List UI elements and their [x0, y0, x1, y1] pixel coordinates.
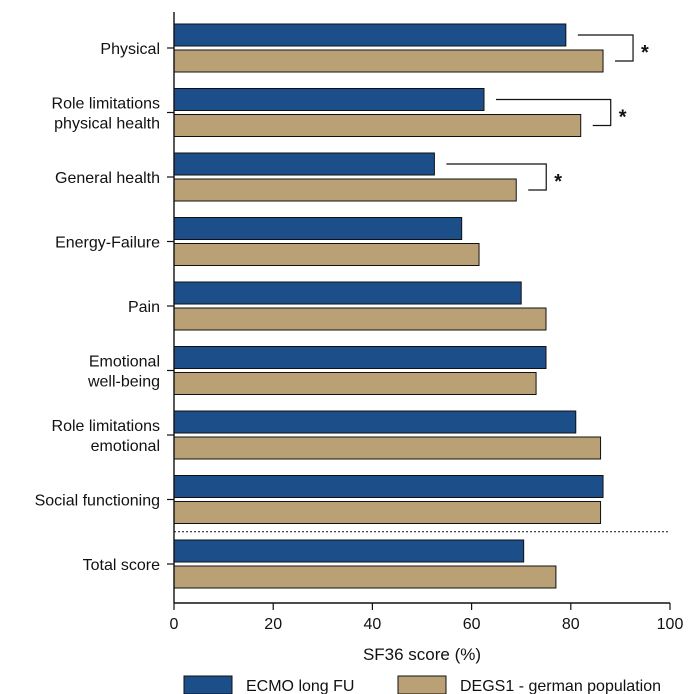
category-label: Physical	[100, 41, 160, 58]
bar-degs1-8	[173, 565, 557, 589]
bar-degs1-0	[173, 49, 604, 73]
bar-ecmo-0	[173, 23, 567, 47]
bar-ecmo-3	[173, 217, 463, 240]
bar-ecmo-2	[173, 152, 435, 176]
significance-bracket	[446, 163, 547, 191]
category-label: Emotional	[89, 354, 160, 371]
x-tick-label: 80	[562, 616, 580, 633]
legend-label-ecmo: ECMO long FU	[246, 678, 354, 694]
x-tick-label: 40	[364, 616, 382, 633]
bar-ecmo-7	[173, 475, 604, 498]
category-label: Role limitations	[52, 418, 160, 435]
significance-bracket	[577, 34, 634, 62]
bar-ecmo-8	[173, 539, 525, 563]
category-label: Energy-Failure	[55, 235, 160, 252]
bar-degs1-1	[173, 114, 582, 137]
bars-layer	[173, 23, 604, 589]
bar-degs1-3	[173, 243, 480, 266]
bar-ecmo-1	[173, 88, 485, 111]
category-labels: Physical Role limitations physical health G…	[35, 41, 161, 574]
legend-swatch-ecmo	[183, 675, 233, 694]
x-axis-ticks: 0 20 40 60 80 100	[170, 603, 684, 633]
x-tick-label: 100	[657, 616, 684, 633]
legend: ECMO long FU DEGS1 - german population	[183, 675, 661, 694]
axes-layer	[167, 12, 670, 604]
category-label: Total score	[83, 557, 160, 574]
bar-ecmo-6	[173, 410, 577, 434]
legend-label-degs1: DEGS1 - german population	[460, 678, 661, 694]
bar-degs1-6	[173, 436, 602, 460]
x-tick-label: 20	[264, 616, 282, 633]
category-label: General health	[55, 170, 160, 187]
category-label: Social functioning	[35, 493, 160, 510]
category-label: physical health	[54, 116, 160, 133]
x-tick-label: 0	[170, 616, 179, 633]
significance-layer: * * *	[446, 34, 649, 193]
bar-degs1-2	[173, 178, 517, 202]
significance-star: *	[619, 107, 627, 129]
category-label: Role limitations	[52, 96, 160, 113]
category-label: Pain	[128, 299, 160, 316]
legend-swatch-degs1	[397, 675, 447, 694]
significance-star: *	[554, 171, 562, 193]
x-axis-title: SF36 score (%)	[363, 645, 481, 664]
bar-ecmo-4	[173, 281, 522, 305]
bar-degs1-5	[173, 372, 537, 395]
category-label: well-being	[87, 374, 160, 391]
significance-star: *	[641, 42, 649, 64]
bar-ecmo-5	[173, 346, 547, 369]
category-label: emotional	[91, 438, 160, 455]
bar-degs1-7	[173, 501, 602, 524]
significance-bracket	[496, 98, 612, 127]
bar-degs1-4	[173, 307, 547, 331]
x-tick-label: 60	[463, 616, 481, 633]
